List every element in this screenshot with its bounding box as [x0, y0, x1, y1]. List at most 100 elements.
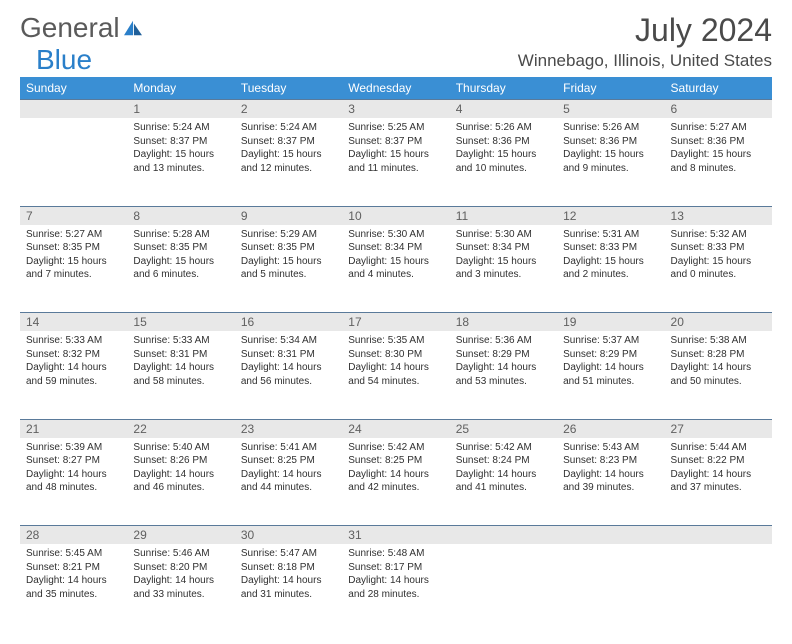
sunset-line: Sunset: 8:33 PM [671, 241, 766, 255]
day-number-cell: 11 [450, 206, 557, 225]
sunrise-line: Sunrise: 5:38 AM [671, 334, 766, 348]
daylight-line: Daylight: 14 hours and 56 minutes. [241, 361, 336, 388]
week-row: Sunrise: 5:27 AMSunset: 8:35 PMDaylight:… [20, 225, 772, 313]
sunrise-line: Sunrise: 5:26 AM [563, 121, 658, 135]
day-cell-body: Sunrise: 5:39 AMSunset: 8:27 PMDaylight:… [20, 438, 127, 499]
sunset-line: Sunset: 8:17 PM [348, 561, 443, 575]
day-cell: Sunrise: 5:37 AMSunset: 8:29 PMDaylight:… [557, 331, 664, 419]
day-cell: Sunrise: 5:33 AMSunset: 8:32 PMDaylight:… [20, 331, 127, 419]
day-number-cell: 12 [557, 206, 664, 225]
daylight-line: Daylight: 15 hours and 0 minutes. [671, 255, 766, 282]
sunrise-line: Sunrise: 5:25 AM [348, 121, 443, 135]
logo-sail-icon [122, 19, 144, 37]
day-cell-body: Sunrise: 5:47 AMSunset: 8:18 PMDaylight:… [235, 544, 342, 605]
day-cell: Sunrise: 5:30 AMSunset: 8:34 PMDaylight:… [342, 225, 449, 313]
sunset-line: Sunset: 8:36 PM [563, 135, 658, 149]
daylight-line: Daylight: 14 hours and 53 minutes. [456, 361, 551, 388]
daylight-line: Daylight: 14 hours and 51 minutes. [563, 361, 658, 388]
day-number-cell: 6 [665, 100, 772, 119]
sunset-line: Sunset: 8:34 PM [348, 241, 443, 255]
day-number-cell: 4 [450, 100, 557, 119]
sunset-line: Sunset: 8:25 PM [241, 454, 336, 468]
day-number-cell: 18 [450, 313, 557, 332]
day-number-row: 28293031 [20, 526, 772, 545]
day-number-cell: 10 [342, 206, 449, 225]
day-number-cell: 30 [235, 526, 342, 545]
day-cell: Sunrise: 5:24 AMSunset: 8:37 PMDaylight:… [127, 118, 234, 206]
daylight-line: Daylight: 15 hours and 2 minutes. [563, 255, 658, 282]
sunrise-line: Sunrise: 5:47 AM [241, 547, 336, 561]
day-cell-body: Sunrise: 5:42 AMSunset: 8:24 PMDaylight:… [450, 438, 557, 499]
day-cell-body: Sunrise: 5:33 AMSunset: 8:31 PMDaylight:… [127, 331, 234, 392]
sunset-line: Sunset: 8:37 PM [241, 135, 336, 149]
day-number-cell: 25 [450, 419, 557, 438]
day-number-cell: 8 [127, 206, 234, 225]
daylight-line: Daylight: 15 hours and 9 minutes. [563, 148, 658, 175]
daylight-line: Daylight: 14 hours and 28 minutes. [348, 574, 443, 601]
day-cell: Sunrise: 5:32 AMSunset: 8:33 PMDaylight:… [665, 225, 772, 313]
sunrise-line: Sunrise: 5:45 AM [26, 547, 121, 561]
sunrise-line: Sunrise: 5:33 AM [26, 334, 121, 348]
sunrise-line: Sunrise: 5:42 AM [456, 441, 551, 455]
sunrise-line: Sunrise: 5:46 AM [133, 547, 228, 561]
day-cell: Sunrise: 5:47 AMSunset: 8:18 PMDaylight:… [235, 544, 342, 632]
day-cell [20, 118, 127, 206]
sunset-line: Sunset: 8:29 PM [563, 348, 658, 362]
day-number-cell: 1 [127, 100, 234, 119]
daylight-line: Daylight: 14 hours and 46 minutes. [133, 468, 228, 495]
day-cell-body: Sunrise: 5:31 AMSunset: 8:33 PMDaylight:… [557, 225, 664, 286]
day-cell: Sunrise: 5:29 AMSunset: 8:35 PMDaylight:… [235, 225, 342, 313]
day-number-cell: 29 [127, 526, 234, 545]
day-cell-body: Sunrise: 5:34 AMSunset: 8:31 PMDaylight:… [235, 331, 342, 392]
sunset-line: Sunset: 8:28 PM [671, 348, 766, 362]
sunrise-line: Sunrise: 5:35 AM [348, 334, 443, 348]
weekday-header-row: Sunday Monday Tuesday Wednesday Thursday… [20, 77, 772, 100]
sunrise-line: Sunrise: 5:33 AM [133, 334, 228, 348]
sunset-line: Sunset: 8:29 PM [456, 348, 551, 362]
day-cell: Sunrise: 5:41 AMSunset: 8:25 PMDaylight:… [235, 438, 342, 526]
day-cell: Sunrise: 5:27 AMSunset: 8:35 PMDaylight:… [20, 225, 127, 313]
logo-text-general: General [20, 12, 120, 44]
weekday-header: Wednesday [342, 77, 449, 100]
day-cell: Sunrise: 5:35 AMSunset: 8:30 PMDaylight:… [342, 331, 449, 419]
week-row: Sunrise: 5:24 AMSunset: 8:37 PMDaylight:… [20, 118, 772, 206]
sunset-line: Sunset: 8:18 PM [241, 561, 336, 575]
day-cell: Sunrise: 5:36 AMSunset: 8:29 PMDaylight:… [450, 331, 557, 419]
day-cell: Sunrise: 5:26 AMSunset: 8:36 PMDaylight:… [450, 118, 557, 206]
sunrise-line: Sunrise: 5:36 AM [456, 334, 551, 348]
sunrise-line: Sunrise: 5:42 AM [348, 441, 443, 455]
daylight-line: Daylight: 14 hours and 48 minutes. [26, 468, 121, 495]
day-number-cell: 17 [342, 313, 449, 332]
day-cell-body: Sunrise: 5:27 AMSunset: 8:35 PMDaylight:… [20, 225, 127, 286]
sunrise-line: Sunrise: 5:29 AM [241, 228, 336, 242]
day-cell-body: Sunrise: 5:46 AMSunset: 8:20 PMDaylight:… [127, 544, 234, 605]
day-cell-body: Sunrise: 5:28 AMSunset: 8:35 PMDaylight:… [127, 225, 234, 286]
daylight-line: Daylight: 14 hours and 44 minutes. [241, 468, 336, 495]
day-cell: Sunrise: 5:42 AMSunset: 8:25 PMDaylight:… [342, 438, 449, 526]
day-cell: Sunrise: 5:30 AMSunset: 8:34 PMDaylight:… [450, 225, 557, 313]
daylight-line: Daylight: 14 hours and 59 minutes. [26, 361, 121, 388]
day-cell [665, 544, 772, 632]
sunrise-line: Sunrise: 5:30 AM [456, 228, 551, 242]
sunset-line: Sunset: 8:21 PM [26, 561, 121, 575]
sunset-line: Sunset: 8:27 PM [26, 454, 121, 468]
sunrise-line: Sunrise: 5:34 AM [241, 334, 336, 348]
day-number-cell [665, 526, 772, 545]
day-cell: Sunrise: 5:34 AMSunset: 8:31 PMDaylight:… [235, 331, 342, 419]
location-text: Winnebago, Illinois, United States [518, 51, 772, 71]
day-cell-body: Sunrise: 5:30 AMSunset: 8:34 PMDaylight:… [450, 225, 557, 286]
sunset-line: Sunset: 8:23 PM [563, 454, 658, 468]
weekday-header: Thursday [450, 77, 557, 100]
sunrise-line: Sunrise: 5:32 AM [671, 228, 766, 242]
day-number-cell: 15 [127, 313, 234, 332]
day-cell-body: Sunrise: 5:48 AMSunset: 8:17 PMDaylight:… [342, 544, 449, 605]
day-cell: Sunrise: 5:45 AMSunset: 8:21 PMDaylight:… [20, 544, 127, 632]
day-cell: Sunrise: 5:46 AMSunset: 8:20 PMDaylight:… [127, 544, 234, 632]
daylight-line: Daylight: 15 hours and 6 minutes. [133, 255, 228, 282]
logo-text-blue: Blue [36, 44, 92, 76]
daylight-line: Daylight: 15 hours and 13 minutes. [133, 148, 228, 175]
day-cell-body: Sunrise: 5:32 AMSunset: 8:33 PMDaylight:… [665, 225, 772, 286]
sunrise-line: Sunrise: 5:30 AM [348, 228, 443, 242]
sunrise-line: Sunrise: 5:41 AM [241, 441, 336, 455]
sunrise-line: Sunrise: 5:48 AM [348, 547, 443, 561]
